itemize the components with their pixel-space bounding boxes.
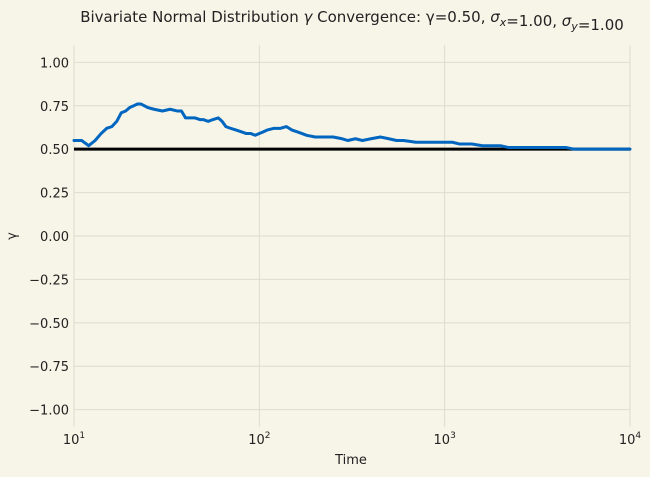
y-tick-label: −1.00 xyxy=(29,404,69,419)
y-tick-label: 0.25 xyxy=(40,187,69,202)
x-tick-label: 101 xyxy=(63,431,85,448)
x-tick-label: 103 xyxy=(434,431,456,448)
x-tick-label: 102 xyxy=(248,431,270,448)
y-tick-label: 0.50 xyxy=(40,143,69,158)
series-layer xyxy=(72,102,632,151)
chart-title: Bivariate Normal Distribution γ Converge… xyxy=(80,8,624,34)
y-tick-label: −0.25 xyxy=(29,273,69,288)
y-tick-label: 0.00 xyxy=(40,230,69,245)
y-tick-label: −0.50 xyxy=(29,317,69,332)
y-tick-label: 1.00 xyxy=(40,56,69,71)
y-axis-label: γ xyxy=(5,232,20,240)
axis-layer: −1.00 −0.75 −0.50 −0.25 0.00 0.25 0.50 0.75 1.00… xyxy=(29,56,641,448)
grid xyxy=(73,45,631,427)
y-tick-label: 0.75 xyxy=(40,100,69,115)
y-tick-label: −0.75 xyxy=(29,360,69,375)
x-tick-label: 104 xyxy=(619,431,642,448)
x-axis-label: Time xyxy=(334,453,367,468)
gamma-estimate-line xyxy=(72,102,632,151)
